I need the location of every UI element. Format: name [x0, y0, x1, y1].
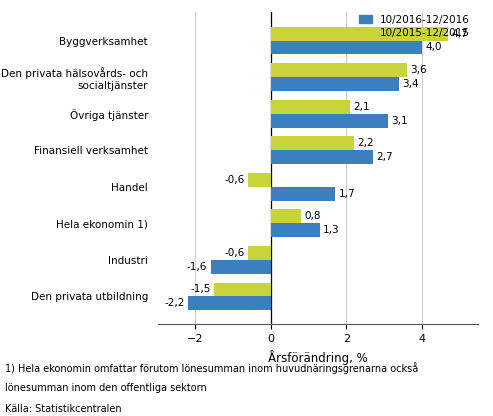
Bar: [271, 136, 354, 150]
Text: -2,2: -2,2: [164, 298, 184, 308]
Text: lönesumman inom den offentliga sektorn: lönesumman inom den offentliga sektorn: [5, 383, 207, 393]
Text: 3,4: 3,4: [402, 79, 419, 89]
Text: 1,3: 1,3: [323, 225, 340, 235]
Bar: [271, 114, 387, 128]
Bar: [271, 100, 350, 114]
Bar: [271, 223, 320, 237]
Text: 0,8: 0,8: [304, 211, 321, 221]
Bar: [214, 282, 271, 297]
Text: -0,6: -0,6: [225, 175, 245, 185]
Bar: [271, 40, 422, 54]
Bar: [271, 187, 335, 201]
Legend: 10/2016-12/2016, 10/2015-12/2015: 10/2016-12/2016, 10/2015-12/2015: [356, 12, 473, 41]
Bar: [271, 27, 448, 40]
Bar: [188, 297, 271, 310]
Bar: [271, 63, 407, 77]
X-axis label: Årsförändring, %: Årsförändring, %: [268, 350, 368, 365]
Text: -1,5: -1,5: [190, 285, 211, 295]
Bar: [271, 77, 399, 91]
Text: 2,7: 2,7: [376, 152, 392, 162]
Bar: [248, 173, 271, 187]
Bar: [248, 246, 271, 260]
Text: 3,6: 3,6: [410, 65, 426, 75]
Bar: [271, 150, 373, 164]
Text: 1) Hela ekonomin omfattar förutom lönesumman inom huvudnäringsgrenarna också: 1) Hela ekonomin omfattar förutom lönesu…: [5, 362, 418, 374]
Text: -0,6: -0,6: [225, 248, 245, 258]
Text: 3,1: 3,1: [391, 116, 408, 126]
Text: 2,1: 2,1: [353, 102, 370, 112]
Bar: [271, 209, 301, 223]
Text: Källa: Statistikcentralen: Källa: Statistikcentralen: [5, 404, 122, 414]
Text: 1,7: 1,7: [338, 189, 355, 199]
Text: -1,6: -1,6: [187, 262, 207, 272]
Text: 4,7: 4,7: [452, 29, 468, 39]
Text: 2,2: 2,2: [357, 138, 374, 148]
Bar: [211, 260, 271, 274]
Text: 4,0: 4,0: [425, 42, 442, 52]
